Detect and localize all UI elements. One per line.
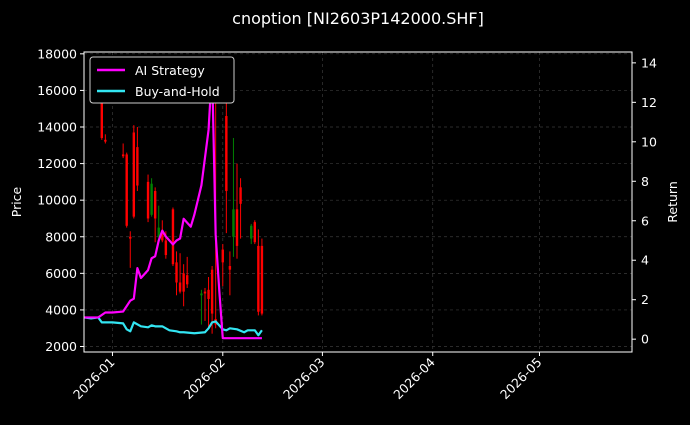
candle-body — [161, 233, 164, 241]
series-line-ai-strategy — [84, 67, 262, 340]
candle-body — [171, 209, 175, 265]
candle-body — [129, 236, 132, 239]
chart-title: cnoption [NI2603P142000.SHF] — [232, 9, 484, 28]
candle-body — [228, 266, 232, 270]
y-right-tick-label: 4 — [641, 253, 649, 268]
candle-body — [260, 245, 264, 314]
legend-box — [89, 56, 235, 104]
candle-body — [225, 116, 228, 192]
candle-body — [253, 222, 257, 243]
y-left-tick-label: 10000 — [37, 193, 77, 208]
candle-body — [182, 273, 185, 292]
candle-body — [178, 282, 182, 292]
candle-body — [132, 132, 136, 217]
candle-body — [239, 187, 242, 204]
candle-body — [235, 209, 239, 246]
y-right-tick-label: 6 — [641, 213, 649, 228]
y-left-tick-label: 18000 — [37, 46, 77, 61]
candle-body — [175, 262, 178, 283]
series-lines — [83, 67, 263, 340]
candle-body — [200, 293, 203, 296]
y-axis-right: 0 2 4 6 8 10 12 14 — [632, 55, 657, 347]
legend-label-ai-strategy: AI Strategy — [135, 63, 205, 78]
legend: AI Strategy Buy-and-Hold — [89, 56, 235, 104]
candle-body — [125, 154, 128, 226]
y-left-tick-label: 8000 — [45, 229, 77, 244]
y-left-tick-label: 16000 — [37, 83, 77, 98]
candle-body — [185, 275, 189, 285]
candle-body — [104, 139, 107, 142]
y-right-tick-label: 10 — [641, 134, 657, 149]
candle-body — [150, 183, 153, 215]
y-axis-left: 2000 4000 6000 8000 10000 12000 14000 16000 1800… — [37, 46, 84, 354]
y-axis-right-label: Return — [665, 181, 680, 222]
y-right-tick-label: 12 — [641, 95, 657, 110]
y-right-tick-label: 8 — [641, 174, 649, 189]
candle-body — [100, 101, 103, 138]
candle-body — [207, 289, 210, 299]
candle-body — [164, 240, 168, 256]
candle-body — [203, 291, 207, 294]
candle-body — [221, 249, 224, 263]
candle-body — [232, 209, 235, 237]
y-axis-left-label: Price — [9, 186, 24, 217]
candle-body — [146, 181, 150, 219]
candle-body — [153, 191, 157, 219]
legend-label-buy-and-hold: Buy-and-Hold — [135, 84, 220, 99]
candle-body — [250, 225, 253, 239]
plot-frame — [83, 51, 633, 353]
candle-body — [136, 147, 139, 186]
y-left-tick-label: 12000 — [37, 156, 77, 171]
y-right-tick-label: 2 — [641, 292, 649, 307]
candle-body — [157, 227, 160, 237]
y-left-tick-label: 2000 — [45, 339, 77, 354]
y-left-tick-label: 4000 — [45, 302, 77, 317]
y-left-tick-label: 6000 — [45, 266, 77, 281]
y-right-tick-label: 14 — [641, 55, 657, 70]
series-line-buy-and-hold — [83, 316, 263, 337]
candle-body — [210, 269, 214, 314]
candle-body — [121, 154, 125, 157]
y-right-tick-label: 0 — [641, 332, 649, 347]
candle-body — [257, 245, 260, 312]
y-left-tick-label: 14000 — [37, 120, 77, 135]
